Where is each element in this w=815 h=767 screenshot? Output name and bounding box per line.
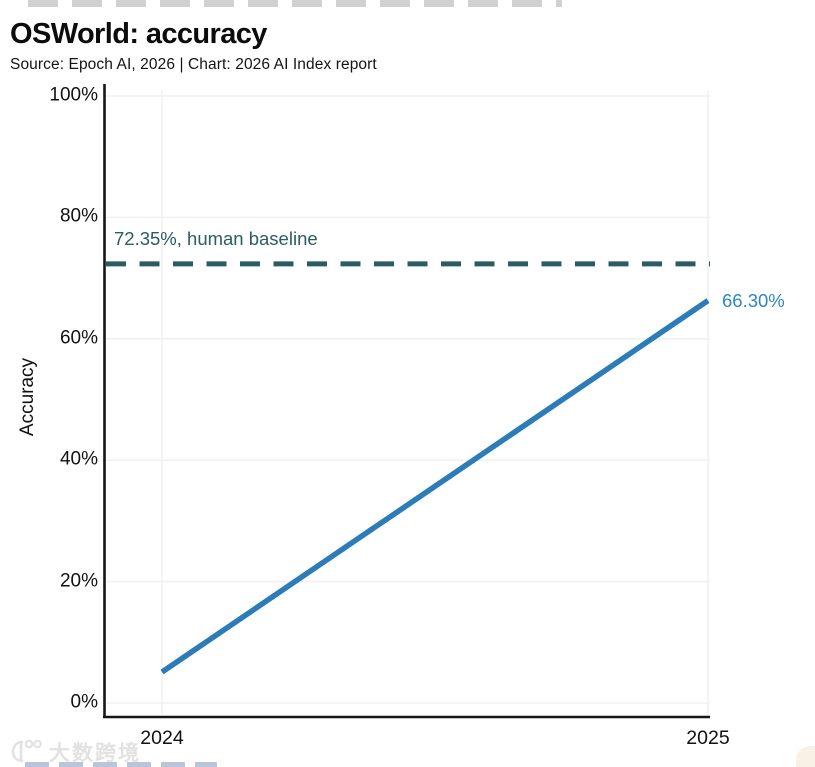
y-tick-label: 80% bbox=[59, 205, 98, 227]
human-baseline-annotation: 72.35%, human baseline bbox=[114, 227, 318, 249]
chart-source-caption: Source: Epoch AI, 2026 | Chart: 2026 AI … bbox=[10, 56, 377, 73]
x-tick-label: 2024 bbox=[140, 727, 184, 749]
x-tick-label: 2025 bbox=[686, 727, 730, 749]
cropped-text-remnant-top bbox=[28, 0, 562, 7]
y-axis-tick-labels: 0% 20% 40% 60% 80% 100% bbox=[0, 0, 98, 767]
y-tick-label: 0% bbox=[70, 691, 98, 713]
y-tick-label: 60% bbox=[59, 327, 98, 349]
y-tick-label: 20% bbox=[59, 570, 98, 592]
final-value-annotation: 66.30% bbox=[722, 289, 785, 311]
watermark-text: 大数跨境 bbox=[49, 741, 141, 765]
y-tick-label: 40% bbox=[59, 448, 98, 470]
chart-title: OSWorld: accuracy bbox=[10, 18, 267, 50]
cropped-text-remnant-bottom bbox=[25, 762, 217, 767]
accuracy-line bbox=[160, 298, 710, 675]
x-axis-tick-labels: 2024 2025 bbox=[0, 727, 815, 753]
watermark: 大数跨境 bbox=[10, 738, 141, 767]
watermark-logo-icon bbox=[10, 738, 44, 767]
corner-sticker bbox=[796, 746, 815, 767]
y-tick-label: 100% bbox=[49, 84, 98, 106]
